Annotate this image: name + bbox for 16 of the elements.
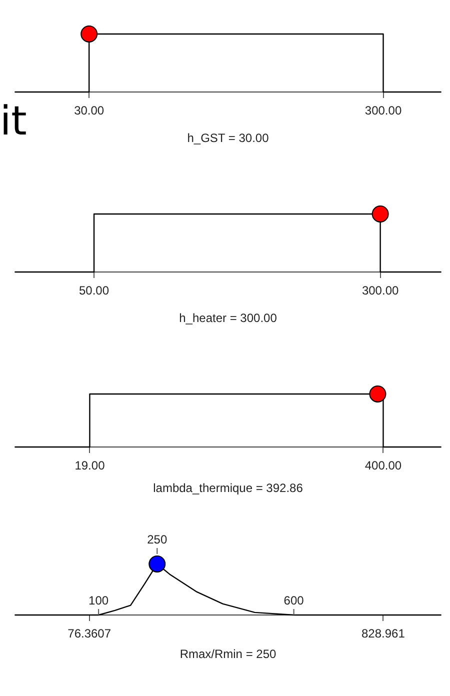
annotation: 250 <box>147 532 168 546</box>
x-axis-title: h_GST = 30.00 <box>187 131 270 146</box>
x-axis-title: h_heater = 300.00 <box>179 311 278 326</box>
text: it <box>0 98 27 144</box>
annotation: 600 <box>284 593 304 608</box>
x-tick-label: 828.961 <box>362 626 406 641</box>
x-axis-title: lambda_thermique = 392.86 <box>153 481 304 496</box>
annotation: 100 <box>88 593 109 608</box>
x-tick-label: 30.00 <box>74 104 104 118</box>
x-tick-label: 300.00 <box>364 104 402 118</box>
x-tick-label: 300.00 <box>362 284 399 298</box>
x-axis-title: Rmax/Rmin = 250 <box>180 647 277 662</box>
x-tick-label: 76.3607 <box>68 626 112 641</box>
x-tick-label: 400.00 <box>364 458 402 473</box>
x-tick-label: 19.00 <box>74 458 106 473</box>
x-tick-label: 50.00 <box>79 284 110 298</box>
